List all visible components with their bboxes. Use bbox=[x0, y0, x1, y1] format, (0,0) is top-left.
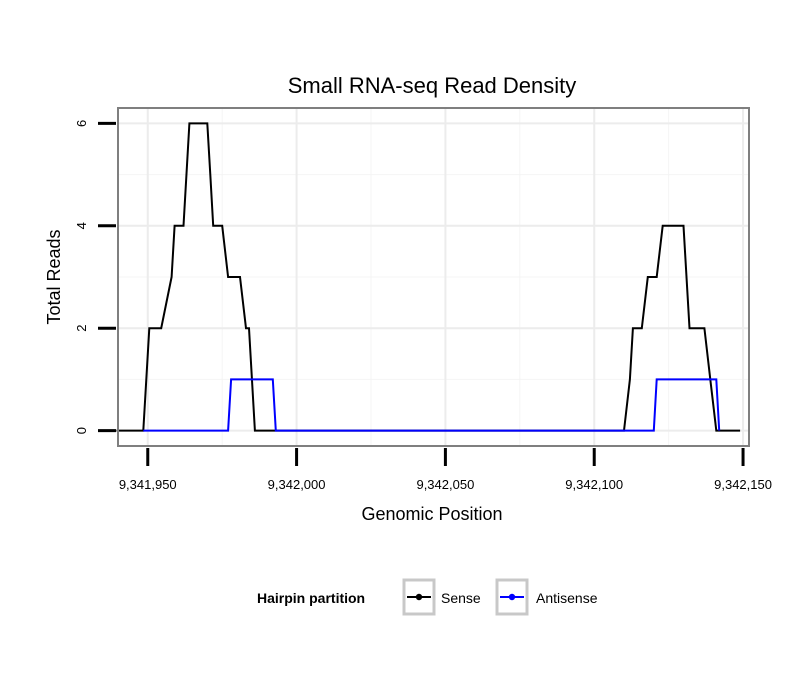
legend-key-dot-antisense bbox=[508, 593, 516, 601]
y-tick-label: 6 bbox=[74, 120, 89, 127]
series-layer bbox=[116, 122, 741, 432]
legend-title: Hairpin partition bbox=[257, 590, 365, 606]
legend: Hairpin partition Sense Antisense bbox=[257, 578, 598, 616]
legend-item-sense: Sense bbox=[402, 578, 481, 616]
x-tick-label: 9,342,100 bbox=[565, 477, 623, 492]
y-axis-title: Total Reads bbox=[44, 229, 64, 324]
legend-item-antisense: Antisense bbox=[495, 578, 598, 616]
series-line-sense bbox=[116, 122, 741, 432]
y-axis: 0 2 4 6 bbox=[74, 120, 116, 434]
x-tick-label: 9,342,050 bbox=[416, 477, 474, 492]
series-line-antisense bbox=[143, 378, 721, 432]
legend-key-dot-sense bbox=[415, 593, 423, 601]
y-tick-label: 0 bbox=[74, 427, 89, 434]
x-tick-label: 9,341,950 bbox=[119, 477, 177, 492]
x-axis: 9,341,950 9,342,000 9,342,050 9,342,100 9,34… bbox=[119, 448, 772, 492]
x-tick-label: 9,342,150 bbox=[714, 477, 772, 492]
y-tick-label: 4 bbox=[74, 222, 89, 229]
plot-border bbox=[117, 107, 750, 447]
chart-title: Small RNA-seq Read Density bbox=[288, 73, 577, 98]
x-tick-label: 9,342,000 bbox=[268, 477, 326, 492]
legend-label-antisense: Antisense bbox=[536, 590, 598, 606]
x-axis-title: Genomic Position bbox=[361, 504, 502, 524]
legend-label-sense: Sense bbox=[441, 590, 481, 606]
grid bbox=[118, 108, 749, 446]
y-tick-label: 2 bbox=[74, 325, 89, 332]
